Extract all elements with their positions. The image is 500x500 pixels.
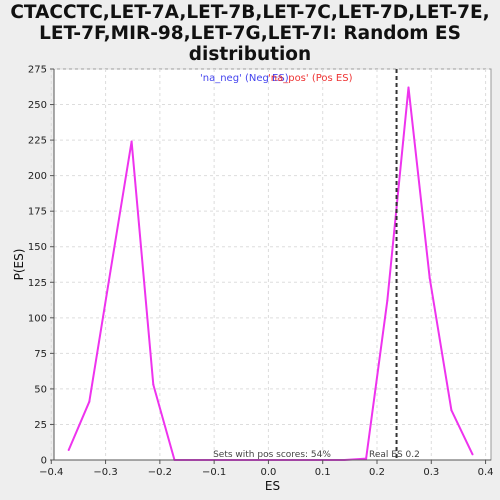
data-point — [152, 383, 155, 386]
y-tick-label: 175 — [28, 207, 47, 218]
x-tick-label: −0.3 — [93, 467, 117, 478]
x-tick-label: 0.2 — [369, 467, 385, 478]
y-tick-label: 25 — [34, 420, 47, 431]
x-tick-label: 0.1 — [315, 467, 331, 478]
y-tick-label: 125 — [28, 278, 47, 289]
legend-pos: 'na_pos' (Pos ES) — [268, 73, 353, 84]
x-tick-label: −0.1 — [202, 467, 226, 478]
data-point — [407, 86, 410, 89]
x-axis-label: ES — [265, 479, 280, 493]
data-point — [67, 449, 70, 452]
x-tick-label: 0.3 — [423, 467, 439, 478]
y-tick-label: 225 — [28, 136, 47, 147]
data-point — [386, 299, 389, 302]
data-point — [471, 453, 474, 456]
data-point — [450, 409, 453, 412]
x-tick-label: 0.0 — [260, 467, 276, 478]
x-tick-label: −0.2 — [148, 467, 172, 478]
y-tick-label: 100 — [28, 313, 47, 324]
y-axis-label: P(ES) — [12, 249, 26, 281]
data-point — [365, 457, 368, 460]
x-tick-label: −0.4 — [39, 467, 63, 478]
data-point — [428, 277, 431, 280]
title-line: distribution — [188, 44, 312, 65]
y-tick-label: 250 — [28, 100, 47, 111]
plot-area — [53, 68, 492, 461]
y-tick-label: 50 — [34, 384, 47, 395]
y-tick-label: 275 — [28, 65, 47, 76]
axes: 0 25 50 75 100 125 150 175 200 225 250 275 −0.4 −0.3 −… — [28, 65, 494, 479]
chart-title: CTACCTC,LET-7A,LET-7B,LET-7C,LET-7D,LET-… — [0, 2, 500, 65]
x-tick-label: 0.4 — [478, 467, 494, 478]
title-line: LET-7F,MIR-98,LET-7G,LET-7I: Random ES — [39, 23, 461, 44]
y-tick-label: 150 — [28, 242, 47, 253]
pos-score-annotation: Sets with pos scores: 54% — [213, 450, 331, 460]
real-es-label: Real ES 0.2 — [369, 450, 420, 460]
data-point — [88, 400, 91, 403]
title-line: CTACCTC,LET-7A,LET-7B,LET-7C,LET-7D,LET-… — [10, 2, 490, 23]
y-tick-label: 200 — [28, 171, 47, 182]
data-point — [130, 140, 133, 143]
legend-neg: 'na_neg' (Neg ES) — [200, 73, 289, 84]
y-tick-label: 0 — [41, 456, 47, 467]
y-tick-label: 75 — [34, 349, 47, 360]
data-point — [109, 269, 112, 272]
